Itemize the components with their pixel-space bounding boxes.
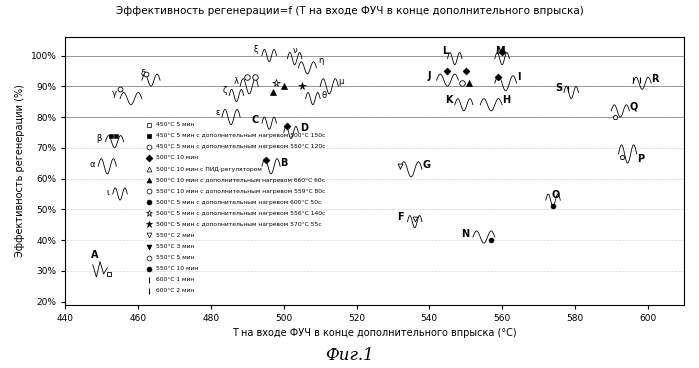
Text: α: α [89, 160, 94, 169]
Text: P: P [637, 153, 644, 164]
Text: S: S [555, 83, 562, 93]
Text: 450°C 5 мин: 450°C 5 мин [157, 122, 195, 127]
Text: 600°C 1 мин: 600°C 1 мин [157, 277, 194, 282]
Text: G: G [422, 160, 430, 170]
Text: 500°C 10 мин с дополнительным нагревом 660°C 60с: 500°C 10 мин с дополнительным нагревом 6… [157, 178, 326, 183]
Text: Фиг.1: Фиг.1 [325, 347, 374, 364]
Text: γ: γ [111, 89, 117, 99]
Text: J: J [428, 71, 431, 81]
Text: N: N [461, 229, 469, 239]
Text: 500°C 10 мин с ПИД-регулятором: 500°C 10 мин с ПИД-регулятором [157, 167, 262, 171]
Text: 500°C 5 мин с дополнительным нагревом 570°C 55с: 500°C 5 мин с дополнительным нагревом 57… [157, 222, 322, 227]
Text: ζ: ζ [223, 86, 227, 95]
X-axis label: Т на входе ФУЧ в конце дополнительного впрыска (°С): Т на входе ФУЧ в конце дополнительного в… [232, 328, 517, 338]
Text: 550°C 5 мин: 550°C 5 мин [157, 255, 195, 260]
Text: K: K [445, 95, 453, 105]
Text: D: D [300, 123, 308, 133]
Text: ξ: ξ [254, 45, 259, 54]
Text: I: I [517, 72, 520, 82]
Text: ι: ι [106, 188, 109, 197]
Text: ε: ε [215, 108, 220, 117]
Text: 500°C 5 мин с дополнительным нагревом 600°C 50с: 500°C 5 мин с дополнительным нагревом 60… [157, 200, 322, 205]
Text: 450°C 5 мин с дополнительным нагревом 500°C 150с: 450°C 5 мин с дополнительным нагревом 50… [157, 133, 326, 138]
Text: 600°C 2 мин: 600°C 2 мин [157, 289, 194, 293]
Text: F: F [397, 212, 404, 222]
Text: H: H [502, 95, 510, 105]
Text: β: β [96, 134, 102, 143]
Text: 550°C 10 мин: 550°C 10 мин [157, 266, 199, 271]
Text: 550°C 2 мин: 550°C 2 мин [157, 233, 195, 238]
Text: η: η [318, 56, 324, 65]
Text: δ: δ [140, 70, 145, 78]
Y-axis label: Эффективность регенерации (%): Эффективность регенерации (%) [15, 84, 25, 257]
Text: μ: μ [338, 77, 344, 86]
Text: 500°C 10 мин: 500°C 10 мин [157, 155, 199, 160]
Text: O: O [552, 191, 559, 201]
Text: λ: λ [233, 77, 238, 86]
Text: θ: θ [322, 91, 327, 100]
Text: Q: Q [629, 101, 637, 111]
Text: 500°C 5 мин с дополнительным нагревом 556°C 140с: 500°C 5 мин с дополнительным нагревом 55… [157, 211, 326, 216]
Text: A: A [91, 251, 99, 261]
Text: R: R [651, 74, 658, 84]
Text: Эффективность регенерации=f (Т на входе ФУЧ в конце дополнительного впрыска): Эффективность регенерации=f (Т на входе … [115, 6, 584, 15]
Text: ν: ν [293, 46, 298, 56]
Text: 550°C 10 мин с дополнительным нагревом 559°C 80с: 550°C 10 мин с дополнительным нагревом 5… [157, 189, 326, 194]
Text: 450°C 5 мин с дополнительным нагревом 550°C 120с: 450°C 5 мин с дополнительным нагревом 55… [157, 144, 326, 149]
Text: L: L [442, 46, 448, 56]
Text: C: C [251, 115, 259, 125]
Text: B: B [280, 158, 287, 168]
Text: M: M [495, 46, 505, 56]
Text: 550°C 3 мин: 550°C 3 мин [157, 244, 195, 249]
